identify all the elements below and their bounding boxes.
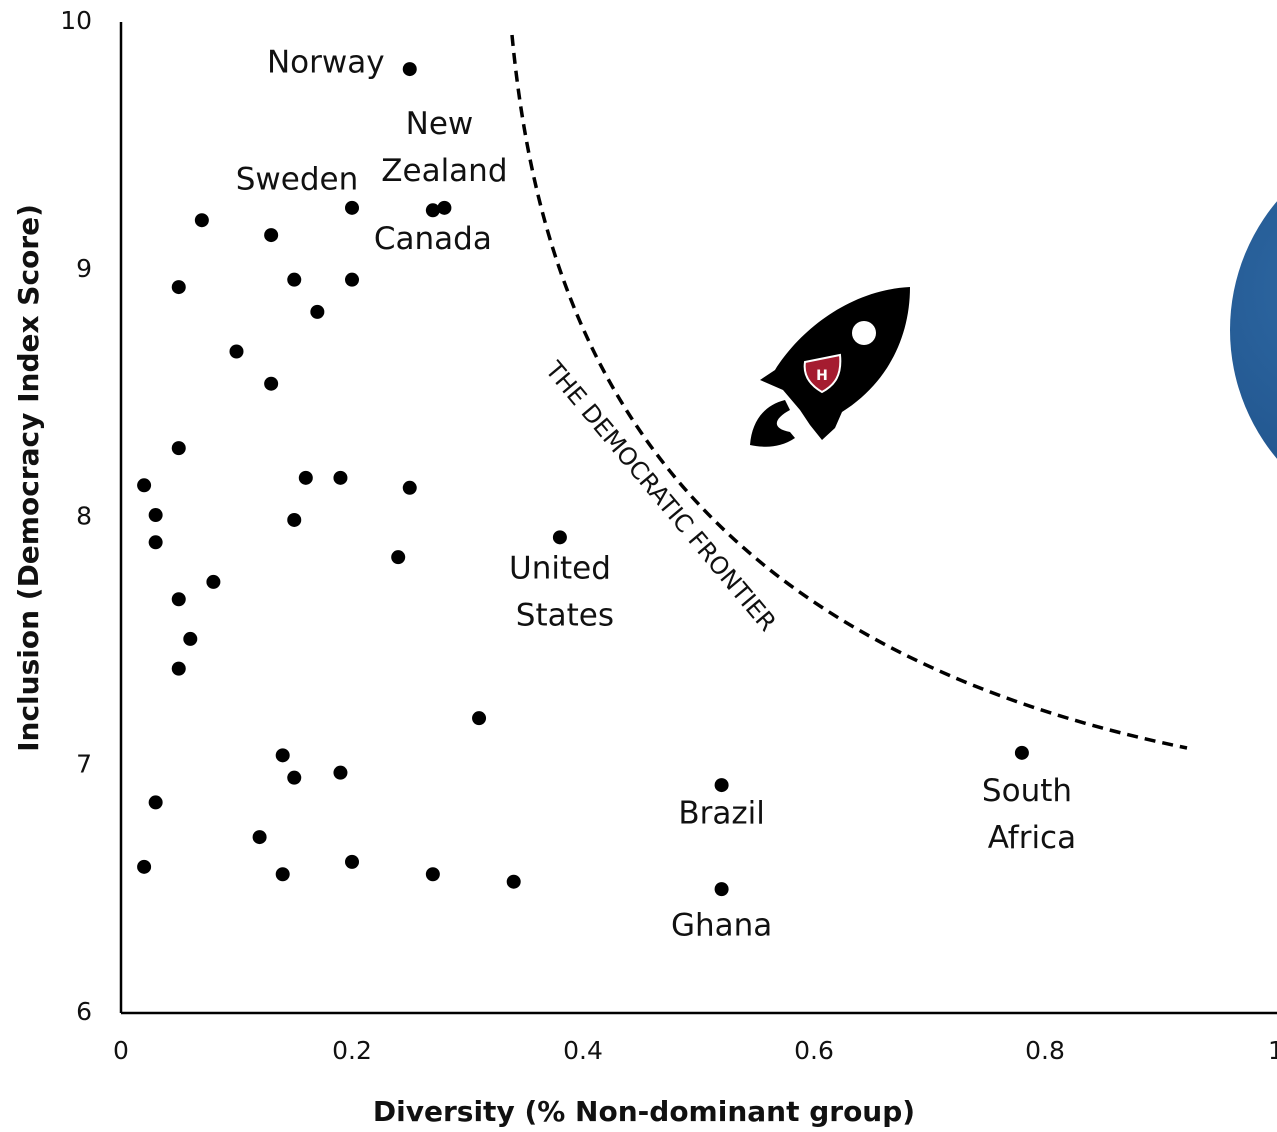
point [402,480,417,495]
point-label: Sweden [236,161,359,197]
point [137,478,152,493]
point [264,228,279,243]
y-tick-label: 6 [76,997,92,1026]
point [275,748,290,763]
point [171,280,186,295]
x-axis-title: Diversity (% Non-dominant group) [373,1095,915,1128]
frontier-label: THE DEMOCRATIC FRONTIER [539,355,781,636]
point [345,854,359,869]
point [437,200,452,215]
point [229,344,244,359]
point-label: Norway [267,45,385,81]
point [194,213,209,228]
point [137,859,152,874]
point [552,530,567,545]
rocket-icon: H [750,287,910,447]
point [171,661,186,676]
point-label: South Africa [982,772,1082,855]
point-label: United States [509,550,621,633]
x-tick-label: 1 [1268,1036,1277,1065]
point [148,795,163,810]
point-label: New Zealand [381,105,507,188]
point [171,592,186,607]
point [264,376,279,391]
point [425,867,440,882]
point [183,631,198,646]
point [287,272,302,287]
point-label: Ghana [671,908,772,944]
point [148,508,163,523]
globe-decoration [1230,201,1277,459]
point [333,765,348,780]
point [345,272,359,287]
point-label: Brazil [678,796,765,832]
point [506,874,521,889]
point [333,470,348,485]
point [425,203,440,218]
point [148,535,163,550]
frontier-curve [510,34,1188,750]
y-axis-title: Inclusion (Democracy Index Score) [12,204,45,752]
point [287,512,302,527]
point [206,574,221,589]
x-tick-label: 0.8 [1025,1036,1065,1065]
x-tick-label: 0 [113,1036,129,1065]
point [391,550,406,565]
point [714,882,729,897]
point [402,62,417,77]
y-tick-label: 8 [76,502,92,531]
x-tick-label: 0.2 [332,1036,372,1065]
y-tick-label: 9 [76,254,92,283]
point [714,778,729,793]
y-tick-label: 7 [76,749,92,778]
x-tick-label: 0.6 [794,1036,834,1065]
y-tick-label: 10 [60,6,92,35]
point [298,470,313,485]
x-tick-label: 0.4 [563,1036,603,1065]
svg-text:H: H [816,368,828,384]
point [472,711,487,726]
point [345,200,359,215]
point [275,867,290,882]
point [171,441,186,456]
point [310,304,325,319]
point [1014,745,1029,760]
point-label: Canada [374,221,492,257]
point [287,770,302,785]
point [252,830,267,845]
